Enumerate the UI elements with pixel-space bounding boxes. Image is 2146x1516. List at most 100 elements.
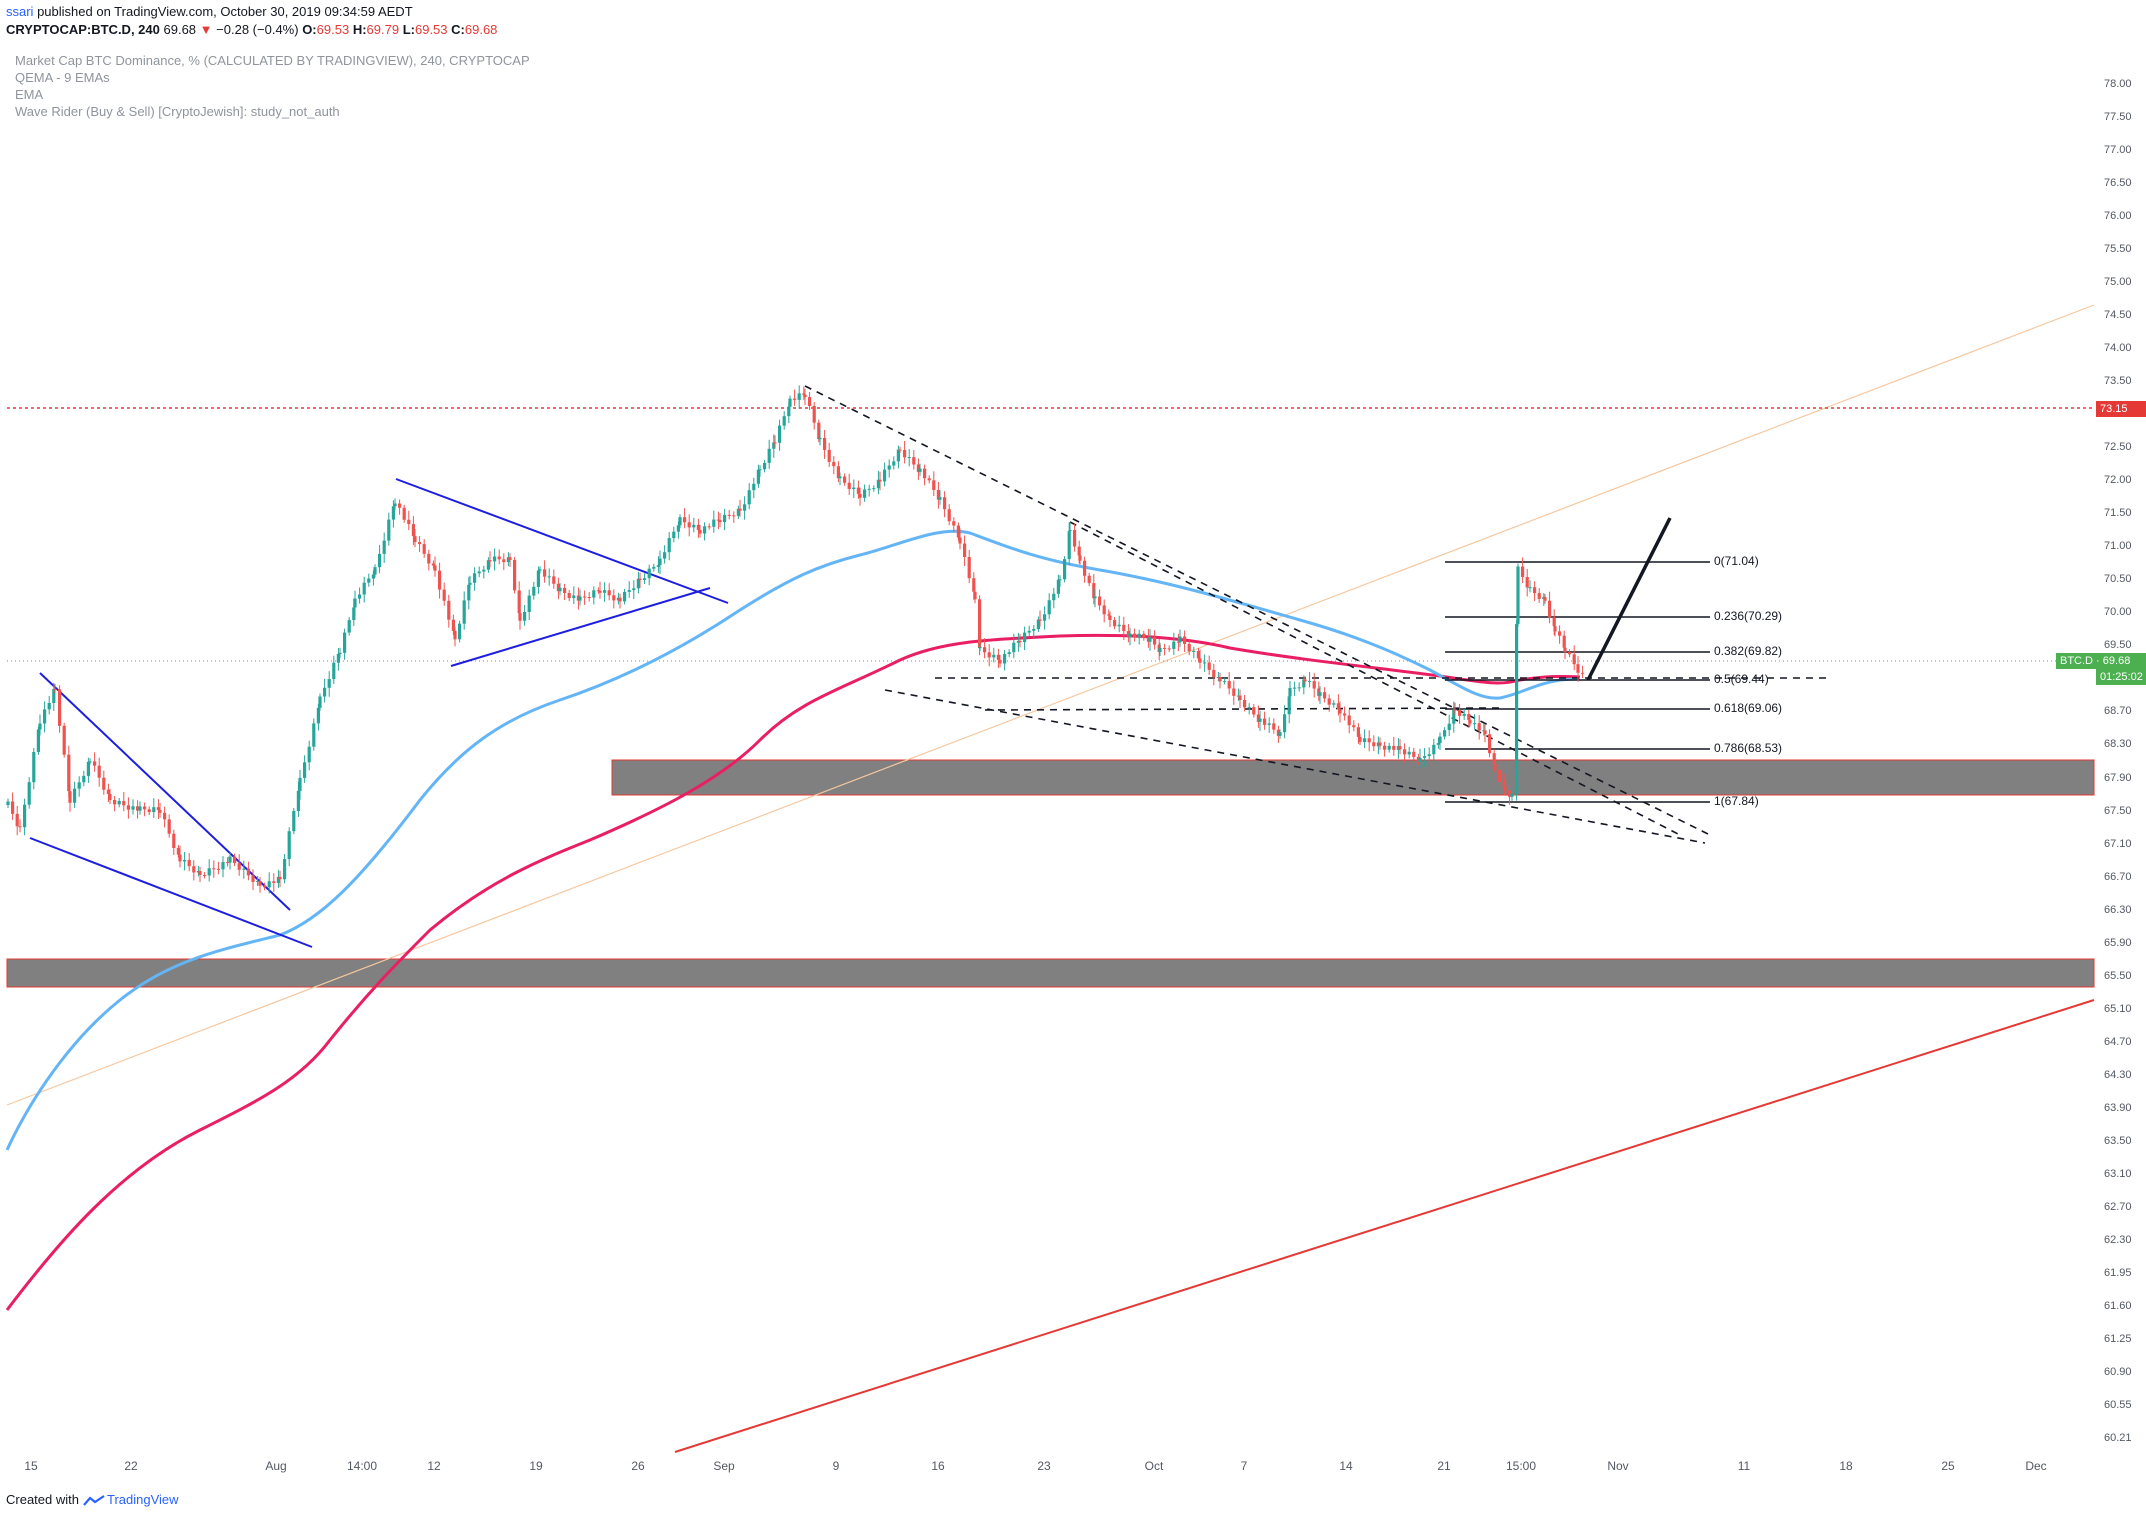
- candle-body: [131, 806, 135, 810]
- candle-body: [758, 469, 762, 471]
- candle-body: [878, 479, 882, 482]
- candle-body: [292, 811, 296, 832]
- dashed-downtrend-2[interactable]: [1069, 521, 1681, 836]
- triangle-upper-line[interactable]: [395, 478, 729, 604]
- dashed-channel-low[interactable]: [884, 689, 1706, 844]
- fib-label-0: 0(71.04): [1714, 554, 1759, 568]
- price-tick-label: 76.50: [2104, 177, 2132, 190]
- candle-body: [1227, 681, 1231, 689]
- candle-body: [1023, 632, 1027, 643]
- candle-body: [832, 461, 836, 467]
- time-tick-label: 19: [529, 1459, 543, 1473]
- candle-body: [1113, 620, 1117, 627]
- candle-body: [896, 449, 900, 462]
- candle-body: [1327, 698, 1331, 705]
- candle-body: [647, 568, 651, 579]
- candle-body: [527, 595, 531, 612]
- candle-body: [233, 856, 237, 864]
- ohlc-bar: CRYPTOCAP:BTC.D, 240 69.68 ▼ −0.28 (−0.4…: [6, 22, 497, 37]
- candle-body: [536, 570, 540, 587]
- candle-body: [418, 542, 422, 545]
- time-tick-label: 11: [1737, 1459, 1751, 1473]
- candle-body: [1447, 723, 1451, 731]
- candle-body: [353, 598, 357, 608]
- candle-body: [683, 517, 687, 523]
- zone-upper[interactable]: [611, 759, 2095, 796]
- long-trendline[interactable]: [6, 304, 2095, 1106]
- candle-body: [518, 613, 522, 621]
- time-tick-label: 7: [1240, 1459, 1248, 1473]
- legend-item-qema[interactable]: QEMA - 9 EMAs: [15, 70, 110, 85]
- candle-body: [1256, 714, 1260, 722]
- candle-body: [108, 794, 112, 800]
- candle-body: [312, 723, 316, 747]
- candle-body: [1098, 596, 1102, 606]
- price-tick-label: 60.55: [2104, 1398, 2132, 1411]
- candle-body: [411, 524, 415, 537]
- legend-item-main[interactable]: Market Cap BTC Dominance, % (CALCULATED …: [15, 53, 530, 68]
- candle-body: [767, 448, 771, 463]
- legend-item-wave-rider[interactable]: Wave Rider (Buy & Sell) [CryptoJewish]: …: [15, 104, 340, 119]
- price-axis[interactable]: 78.00 77.50 77.00 76.50 76.00 75.50 75.00 74.50…: [2096, 42, 2146, 1476]
- wedge-lower-line[interactable]: [29, 837, 313, 948]
- candle-body: [1148, 637, 1152, 642]
- candle-body: [1287, 696, 1291, 715]
- candle-body: [212, 868, 216, 870]
- candle-body: [1432, 744, 1436, 755]
- fib-retracement[interactable]: [1445, 561, 1710, 803]
- fib-label-0618: 0.618(69.06): [1714, 701, 1783, 715]
- candle-body: [643, 578, 647, 580]
- price-tick-label: 73.50: [2104, 375, 2132, 388]
- candle-body: [623, 591, 627, 602]
- candle-body: [1058, 579, 1062, 581]
- price-tick-label: 74.00: [2104, 342, 2132, 355]
- candle-body: [603, 590, 607, 593]
- tradingview-brand-link[interactable]: TradingView: [106, 1492, 179, 1507]
- price-tick-label: 77.00: [2104, 144, 2132, 157]
- footer: Created with TradingView: [6, 1492, 179, 1507]
- time-tick-label: 22: [124, 1459, 138, 1473]
- candle-body: [1302, 679, 1306, 688]
- time-axis[interactable]: 15 22 Aug 14:00 12 19 26 Sep 9 16 23 Oct 7 14 21 15:00 N…: [6, 1456, 2102, 1476]
- candle-body: [1133, 633, 1137, 638]
- candle-body: [656, 565, 660, 567]
- candle-body: [1323, 692, 1327, 699]
- candle-body: [258, 880, 262, 886]
- candle-body: [698, 529, 702, 534]
- candle-body: [1187, 643, 1191, 652]
- candle-body: [1453, 709, 1457, 711]
- triangle-lower-line[interactable]: [450, 587, 711, 667]
- indicator-legend: Market Cap BTC Dominance, % (CALCULATED …: [15, 52, 530, 120]
- time-tick-label: Sep: [713, 1459, 735, 1473]
- legend-item-ema[interactable]: EMA: [15, 87, 44, 102]
- candle-body: [1392, 745, 1396, 750]
- candle-body: [658, 558, 662, 566]
- candle-body: [1367, 738, 1371, 743]
- close-label: C:: [451, 22, 465, 37]
- red-trendline[interactable]: [674, 999, 2095, 1453]
- price-tick-label: 75.00: [2104, 276, 2132, 289]
- candle-body: [422, 544, 426, 554]
- candle-body: [178, 854, 182, 862]
- candle-body: [316, 707, 320, 724]
- candle-body: [1093, 596, 1097, 599]
- price-tick-label: 62.30: [2104, 1233, 2132, 1246]
- author-link[interactable]: ssari: [6, 4, 34, 19]
- candle-body: [973, 591, 977, 600]
- dashed-mid-line[interactable]: [984, 707, 1501, 711]
- price-tick-label: 78.00: [2104, 78, 2132, 90]
- candle-body: [1218, 677, 1222, 682]
- candle-body: [458, 623, 462, 640]
- candle-body: [77, 782, 81, 789]
- candle-body: [1508, 790, 1512, 797]
- candle-body: [1525, 576, 1529, 588]
- candle-body: [278, 876, 282, 880]
- candle-body: [431, 563, 435, 566]
- projection-line[interactable]: [1586, 517, 1672, 681]
- candle-body: [1192, 651, 1196, 652]
- price-tick-label: 65.10: [2104, 1002, 2132, 1015]
- candle-body: [38, 723, 42, 730]
- candle-body: [298, 777, 302, 791]
- zone-lower[interactable]: [6, 958, 2095, 988]
